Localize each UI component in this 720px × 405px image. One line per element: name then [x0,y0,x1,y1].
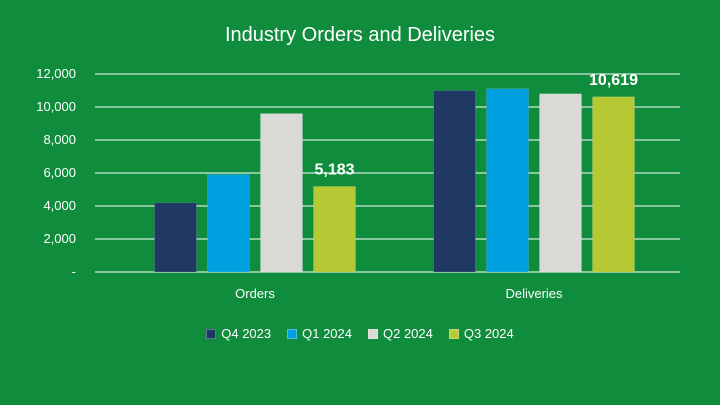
bar [486,88,529,273]
bar [260,113,303,273]
x-tick-label: Deliveries [505,286,563,301]
chart-legend: Q4 2023 Q1 2024 Q2 2024 Q3 2024 [0,326,720,341]
y-tick-label: - [72,264,76,279]
legend-label: Q3 2024 [463,326,514,341]
legend-item: Q1 2024 [287,326,352,341]
legend-label: Q4 2023 [221,326,272,341]
y-tick-label: 6,000 [43,165,76,180]
legend-swatch [287,328,298,339]
y-tick-label: 2,000 [43,231,76,246]
y-tick-label: 12,000 [36,66,76,81]
bar [433,90,476,273]
data-label: 5,183 [314,161,354,178]
bar [539,93,582,273]
bar [592,96,635,273]
x-tick-label: Orders [235,286,275,301]
bar [207,174,250,273]
legend-item: Q3 2024 [448,326,514,341]
legend-label: Q1 2024 [302,326,352,341]
y-tick-label: 4,000 [43,198,76,213]
legend-swatch [206,328,217,339]
legend-label: Q2 2024 [383,326,433,341]
data-label: 10,619 [589,72,638,89]
legend-item: Q4 2023 [206,326,271,341]
legend-item: Q2 2024 [368,326,433,341]
y-tick-label: 8,000 [43,132,76,147]
bar [313,186,356,273]
legend-swatch [448,328,459,339]
bar [154,202,197,273]
chart-title: Industry Orders and Deliveries [224,24,496,46]
legend-swatch [368,328,378,339]
y-tick-label: 10,000 [36,99,76,114]
